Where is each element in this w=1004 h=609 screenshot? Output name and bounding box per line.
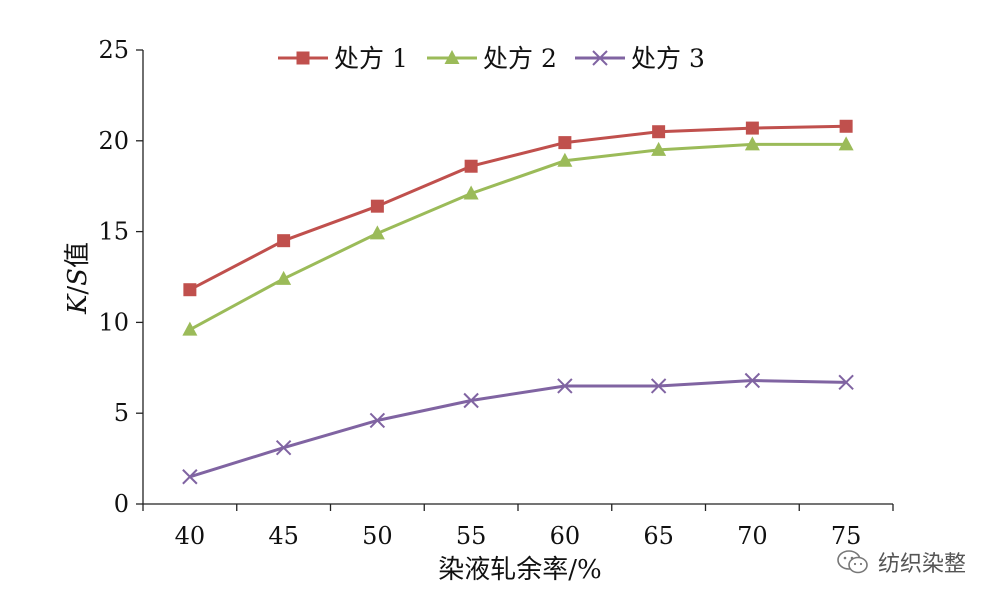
y-axis-title: K/S值 bbox=[63, 242, 93, 315]
x-tick-label: 40 bbox=[175, 522, 206, 550]
y-axis-title-k: K bbox=[63, 293, 93, 315]
x-tick-label: 70 bbox=[737, 522, 768, 550]
series-3-point bbox=[650, 378, 667, 394]
y-axis-title-suffix: 值 bbox=[63, 242, 93, 268]
x-tick-label: 55 bbox=[456, 522, 487, 550]
series-1-line bbox=[189, 124, 847, 292]
x-axis-ticks: 40 45 50 55 60 65 70 75 bbox=[142, 504, 894, 550]
series-2-point bbox=[463, 185, 479, 200]
watermark: 纺织染整 bbox=[836, 546, 966, 578]
series-3 bbox=[182, 372, 854, 485]
x-tick-label: 50 bbox=[362, 522, 393, 550]
series-3-point bbox=[838, 374, 854, 391]
series-1 bbox=[183, 119, 853, 297]
series-2-point bbox=[369, 225, 385, 240]
y-tick-label: 25 bbox=[98, 36, 129, 64]
series-1-point bbox=[370, 199, 384, 213]
x-tick-label: 60 bbox=[550, 522, 581, 550]
series-2-point bbox=[182, 321, 198, 336]
series-1-point bbox=[839, 119, 853, 133]
series-3-point bbox=[463, 392, 479, 409]
series-1-point bbox=[277, 234, 291, 248]
x-axis-title: 染液轧余率/% bbox=[438, 555, 601, 585]
series-1-point bbox=[464, 159, 478, 173]
series-2-point bbox=[651, 141, 667, 156]
legend-marker-2 bbox=[444, 50, 460, 64]
y-axis-title-slash: / bbox=[63, 286, 93, 295]
series-1-point bbox=[652, 125, 666, 139]
series-3-line bbox=[189, 379, 847, 479]
legend-label-2: 处方 2 bbox=[483, 44, 557, 73]
x-tick-label: 45 bbox=[268, 522, 299, 550]
series-3-point bbox=[275, 439, 292, 456]
y-tick-label: 20 bbox=[98, 127, 129, 155]
series-3-point bbox=[182, 469, 198, 485]
legend-marker-1 bbox=[296, 51, 310, 65]
y-axis-ticks: 0 5 10 15 20 25 bbox=[98, 36, 143, 518]
series-1-point bbox=[558, 136, 572, 150]
y-tick-label: 0 bbox=[114, 490, 129, 518]
series-2-line bbox=[189, 142, 847, 331]
series-3-point bbox=[744, 372, 761, 389]
axes bbox=[142, 50, 893, 505]
series-2-point bbox=[838, 136, 854, 151]
series-2-point bbox=[744, 136, 760, 151]
legend-label-3: 处方 3 bbox=[631, 44, 705, 73]
series-1-point bbox=[745, 121, 759, 135]
wechat-icon bbox=[837, 550, 868, 574]
series-1-point bbox=[183, 283, 197, 297]
legend-label-1: 处方 1 bbox=[334, 44, 408, 73]
watermark-text: 纺织染整 bbox=[878, 552, 967, 577]
series-2 bbox=[182, 136, 854, 336]
series-3-point bbox=[369, 412, 386, 429]
series-2-point bbox=[557, 152, 573, 167]
series-2-point bbox=[276, 270, 292, 285]
y-axis-title-s: S bbox=[63, 268, 93, 286]
series-3-point bbox=[557, 378, 573, 394]
series-group bbox=[182, 119, 854, 485]
y-tick-label: 15 bbox=[98, 218, 129, 246]
y-tick-label: 10 bbox=[98, 308, 129, 336]
y-tick-label: 5 bbox=[114, 399, 129, 427]
x-tick-label: 65 bbox=[643, 522, 674, 550]
legend: 处方 1 处方 2 处方 3 bbox=[278, 44, 705, 73]
legend-marker-3 bbox=[592, 50, 608, 66]
x-tick-label: 75 bbox=[831, 522, 862, 550]
